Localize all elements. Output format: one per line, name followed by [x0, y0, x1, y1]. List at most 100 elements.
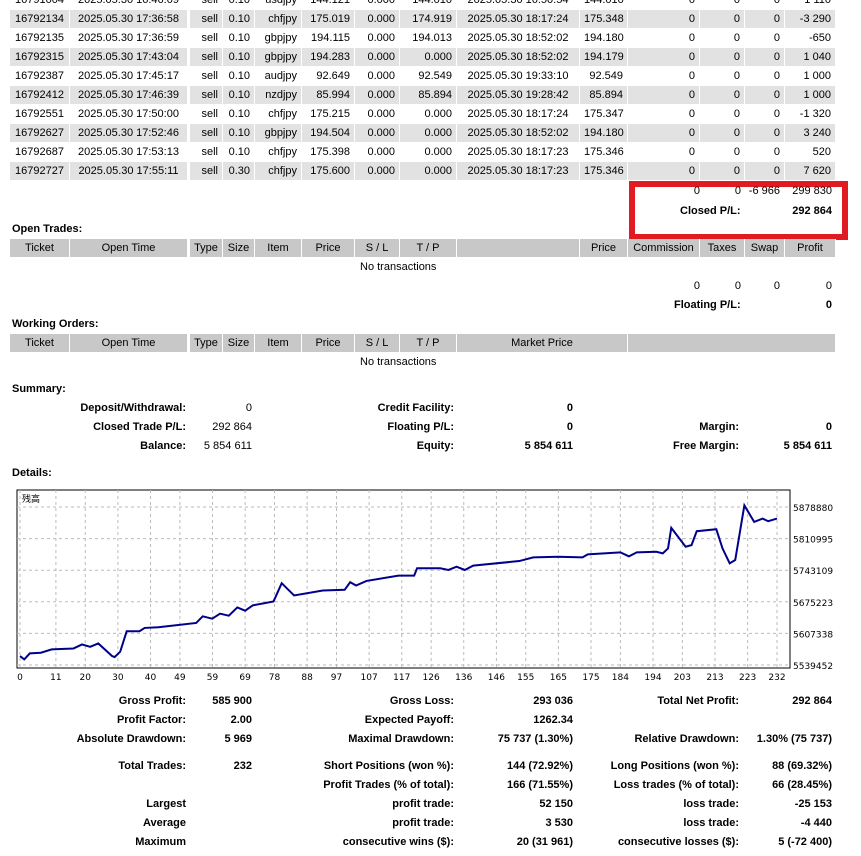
closed-taxes-total: 0	[734, 185, 741, 197]
cell-size: 0.10	[223, 67, 255, 85]
cell-close-price: 175.346	[580, 143, 628, 161]
cell-commission: 0	[628, 124, 700, 142]
header-cell: Item	[255, 334, 302, 352]
chart-frame	[16, 489, 791, 669]
working-orders-empty: No transactions	[360, 356, 437, 368]
cell-sl: 0.000	[355, 105, 400, 123]
cell-tp: 85.894	[400, 86, 457, 104]
cell-close-price: 85.894	[580, 86, 628, 104]
trades-label: Total Trades:	[118, 760, 186, 772]
cell-ticket: 16792134	[10, 10, 70, 28]
cell-item: chfjpy	[255, 105, 302, 123]
cell-item: nzdjpy	[255, 86, 302, 104]
average-label: Average	[142, 817, 186, 829]
header-cell: Type	[190, 239, 223, 257]
trade-row: 16792134 2025.05.30 17:36:58 sell 0.10 chfjp…	[10, 10, 836, 29]
cell-swap: 0	[745, 48, 785, 66]
cell-taxes: 0	[700, 143, 745, 161]
details-title: Details:	[12, 467, 52, 479]
deposit-value: 0	[245, 402, 252, 414]
cell-tp: 194.013	[400, 29, 457, 47]
ll-label: loss trade:	[683, 798, 739, 810]
deposit-label: Deposit/Withdrawal:	[80, 402, 186, 414]
cell-commission: 0	[628, 143, 700, 161]
x-tick-label: 184	[612, 673, 629, 683]
cell-swap: 0	[745, 124, 785, 142]
x-tick-label: 126	[423, 673, 440, 683]
long-label: Long Positions (won %):	[610, 760, 739, 772]
trade-row: 16792627 2025.05.30 17:52:46 sell 0.10 gbpjp…	[10, 124, 836, 143]
free-label: Free Margin:	[672, 440, 739, 452]
cell-size: 0.10	[223, 143, 255, 161]
header-cell	[457, 239, 580, 257]
header-cell: Open Time	[70, 239, 188, 257]
rel_dd-label: Relative Drawdown:	[634, 733, 739, 745]
y-tick-label: 5607338	[793, 630, 833, 640]
floating-value: 0	[566, 421, 573, 433]
header-cell: Commission	[628, 239, 700, 257]
cell-item: chfjpy	[255, 162, 302, 180]
cell-profit: 1 110	[785, 0, 836, 9]
cell-open-time: 2025.05.30 17:36:59	[70, 29, 188, 47]
margin-label: Margin:	[699, 421, 739, 433]
cell-price: 175.019	[302, 10, 355, 28]
credit-value: 0	[566, 402, 573, 414]
free-value: 5 854 611	[783, 440, 832, 452]
lp-value: 52 150	[539, 798, 573, 810]
ap-label: profit trade:	[392, 817, 454, 829]
cell-size: 0.10	[223, 48, 255, 66]
cell-swap: 0	[745, 67, 785, 85]
x-tick-label: 203	[674, 673, 691, 683]
balance-chart: 5539452 5607338 5675223 5743109 5810995 58788…	[16, 489, 833, 683]
x-tick-label: 78	[269, 673, 281, 683]
cell-open-time: 2025.05.30 17:53:13	[70, 143, 188, 161]
cell-item: gbpjpy	[255, 124, 302, 142]
cell-close-price: 175.348	[580, 10, 628, 28]
cl-label: consecutive losses ($):	[617, 836, 739, 848]
header-cell	[628, 334, 836, 352]
closed-label: Closed Trade P/L:	[93, 421, 186, 433]
cell-commission: 0	[628, 162, 700, 180]
cell-close-time: 2025.05.30 18:17:24	[457, 10, 580, 28]
cell-open-time: 2025.05.30 17:45:17	[70, 67, 188, 85]
cell-profit: -650	[785, 29, 836, 47]
cell-type: sell	[190, 143, 223, 161]
cell-profit: 1 000	[785, 86, 836, 104]
cell-type: sell	[190, 105, 223, 123]
cell-open-time: 2025.05.30 17:36:58	[70, 10, 188, 28]
cell-close-time: 2025.05.30 18:17:23	[457, 143, 580, 161]
cell-sl: 0.000	[355, 0, 400, 9]
cell-ticket: 16792135	[10, 29, 70, 47]
trade-row: 16792315 2025.05.30 17:43:04 sell 0.10 gbpjp…	[10, 48, 836, 67]
closed-profit-total: 299 830	[792, 185, 832, 197]
cell-close-price: 92.549	[580, 67, 628, 85]
cell-price: 175.600	[302, 162, 355, 180]
cell-taxes: 0	[700, 29, 745, 47]
cell-type: sell	[190, 29, 223, 47]
cell-taxes: 0	[700, 48, 745, 66]
cell-tp: 174.919	[400, 10, 457, 28]
y-tick-label: 5675223	[793, 599, 833, 609]
trades-value: 232	[233, 760, 252, 772]
max_dd-label: Maximal Drawdown:	[348, 733, 454, 745]
balance-line	[19, 502, 778, 661]
x-tick-label: 107	[361, 673, 378, 683]
header-cell: Ticket	[10, 334, 70, 352]
trade-row: 16792687 2025.05.30 17:53:13 sell 0.10 chfjp…	[10, 143, 836, 162]
x-tick-label: 11	[50, 673, 61, 683]
abs_dd-value: 5 969	[224, 733, 252, 745]
cell-sl: 0.000	[355, 48, 400, 66]
cell-sl: 0.000	[355, 29, 400, 47]
cell-taxes: 0	[700, 67, 745, 85]
gross_profit-label: Gross Profit:	[118, 695, 186, 707]
y-tick-label: 5810995	[793, 536, 833, 546]
cell-size: 0.10	[223, 105, 255, 123]
x-tick-label: 165	[550, 673, 567, 683]
cw-label: consecutive wins ($):	[342, 836, 454, 848]
closed-value: 292 864	[212, 421, 252, 433]
credit-label: Credit Facility:	[377, 402, 454, 414]
cell-item: usdjpy	[255, 0, 302, 9]
cell-ticket: 16791004	[10, 0, 70, 9]
cell-swap: 0	[745, 162, 785, 180]
